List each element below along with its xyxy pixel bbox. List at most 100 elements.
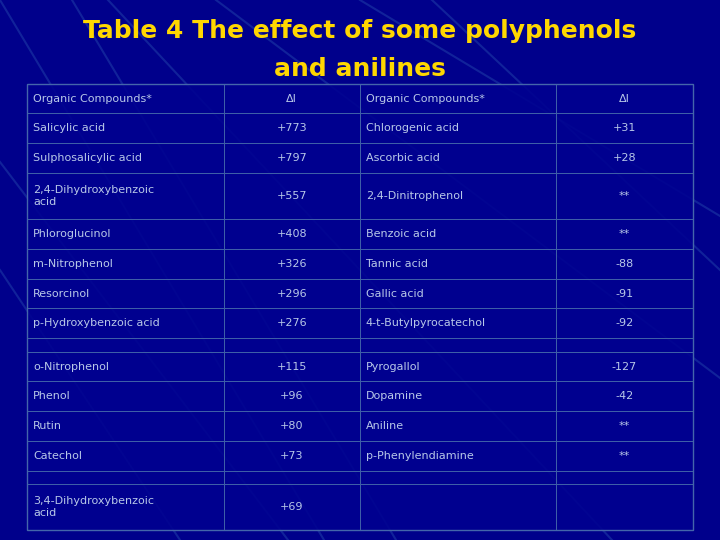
Text: Ascorbic acid: Ascorbic acid — [366, 153, 440, 163]
Bar — [360, 338, 557, 352]
Bar — [27, 441, 224, 471]
Bar — [360, 308, 557, 338]
Text: -127: -127 — [612, 362, 637, 372]
Bar — [224, 352, 360, 381]
Bar — [557, 338, 693, 352]
Text: o-Nitrophenol: o-Nitrophenol — [33, 362, 109, 372]
Text: Chlorogenic acid: Chlorogenic acid — [366, 123, 459, 133]
Text: -42: -42 — [616, 392, 634, 401]
Bar — [27, 219, 224, 249]
Bar — [224, 381, 360, 411]
Text: 3,4-Dihydroxybenzoic
acid: 3,4-Dihydroxybenzoic acid — [33, 496, 154, 518]
Text: +797: +797 — [276, 153, 307, 163]
Bar — [360, 84, 557, 113]
Text: **: ** — [618, 191, 630, 201]
Bar — [224, 173, 360, 219]
Text: Sulphosalicylic acid: Sulphosalicylic acid — [33, 153, 143, 163]
Bar — [557, 173, 693, 219]
Bar — [224, 338, 360, 352]
Text: +31: +31 — [613, 123, 636, 133]
Text: m-Nitrophenol: m-Nitrophenol — [33, 259, 113, 269]
Text: **: ** — [618, 229, 630, 239]
Bar — [27, 84, 693, 530]
Bar — [360, 143, 557, 173]
Bar — [557, 441, 693, 471]
Text: +80: +80 — [280, 421, 304, 431]
Text: Dopamine: Dopamine — [366, 392, 423, 401]
Text: -91: -91 — [616, 288, 634, 299]
Bar — [224, 441, 360, 471]
Bar — [27, 484, 224, 530]
Bar — [360, 484, 557, 530]
Text: +69: +69 — [280, 502, 304, 512]
Text: -92: -92 — [616, 319, 634, 328]
Bar — [360, 173, 557, 219]
Text: **: ** — [618, 421, 630, 431]
Bar — [27, 411, 224, 441]
Text: Organic Compounds*: Organic Compounds* — [366, 93, 485, 104]
Text: 4-t-Butylpyrocatechol: 4-t-Butylpyrocatechol — [366, 319, 486, 328]
Bar — [360, 113, 557, 143]
Bar — [360, 441, 557, 471]
Bar — [27, 471, 224, 484]
Text: Salicylic acid: Salicylic acid — [33, 123, 105, 133]
Text: p-Hydroxybenzoic acid: p-Hydroxybenzoic acid — [33, 319, 160, 328]
Bar — [557, 352, 693, 381]
Text: Table 4 The effect of some polyphenols: Table 4 The effect of some polyphenols — [84, 19, 636, 43]
Text: +408: +408 — [276, 229, 307, 239]
Text: Rutin: Rutin — [33, 421, 62, 431]
Bar — [557, 471, 693, 484]
Bar — [557, 381, 693, 411]
Bar — [27, 84, 224, 113]
Bar — [360, 352, 557, 381]
Bar — [557, 113, 693, 143]
Bar — [557, 484, 693, 530]
Text: 2,4-Dinitrophenol: 2,4-Dinitrophenol — [366, 191, 463, 201]
Text: +276: +276 — [276, 319, 307, 328]
Bar — [360, 249, 557, 279]
Bar — [557, 411, 693, 441]
Text: +115: +115 — [276, 362, 307, 372]
Bar — [360, 411, 557, 441]
Bar — [224, 113, 360, 143]
Bar — [224, 411, 360, 441]
Bar — [557, 143, 693, 173]
Text: Catechol: Catechol — [33, 451, 82, 461]
Bar — [27, 249, 224, 279]
Bar — [27, 381, 224, 411]
Text: +28: +28 — [613, 153, 636, 163]
Bar — [224, 249, 360, 279]
Text: **: ** — [618, 451, 630, 461]
Bar — [27, 352, 224, 381]
Text: Gallic acid: Gallic acid — [366, 288, 423, 299]
Bar — [557, 219, 693, 249]
Bar — [27, 338, 224, 352]
Bar — [360, 219, 557, 249]
Bar — [27, 308, 224, 338]
Bar — [224, 471, 360, 484]
Bar — [224, 143, 360, 173]
Bar — [224, 484, 360, 530]
Text: Organic Compounds*: Organic Compounds* — [33, 93, 152, 104]
Bar — [27, 143, 224, 173]
Text: ΔI: ΔI — [619, 93, 630, 104]
Bar — [27, 173, 224, 219]
Bar — [224, 308, 360, 338]
Bar — [557, 279, 693, 308]
Text: Phloroglucinol: Phloroglucinol — [33, 229, 112, 239]
Text: ΔI: ΔI — [287, 93, 297, 104]
Text: Aniline: Aniline — [366, 421, 404, 431]
Text: +557: +557 — [276, 191, 307, 201]
Text: +773: +773 — [276, 123, 307, 133]
Text: -88: -88 — [616, 259, 634, 269]
Text: 2,4-Dihydroxybenzoic
acid: 2,4-Dihydroxybenzoic acid — [33, 185, 154, 207]
Text: Pyrogallol: Pyrogallol — [366, 362, 420, 372]
Text: Phenol: Phenol — [33, 392, 71, 401]
Text: p-Phenylendiamine: p-Phenylendiamine — [366, 451, 474, 461]
Text: Benzoic acid: Benzoic acid — [366, 229, 436, 239]
Bar — [27, 113, 224, 143]
Text: +326: +326 — [276, 259, 307, 269]
Bar — [557, 308, 693, 338]
Bar — [360, 471, 557, 484]
Text: and anilines: and anilines — [274, 57, 446, 80]
